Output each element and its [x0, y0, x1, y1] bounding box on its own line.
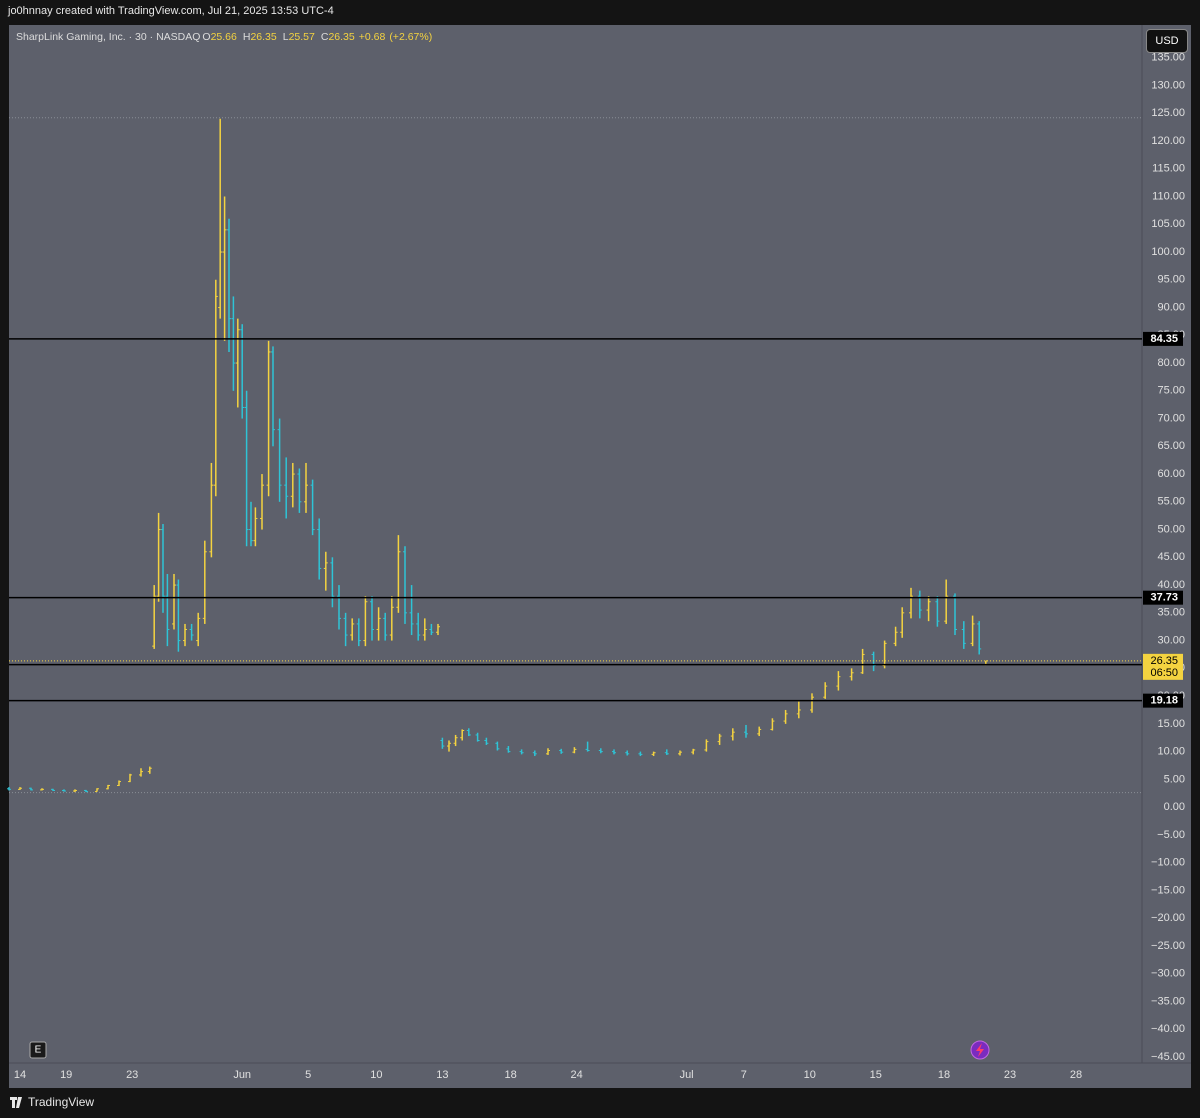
- x-tick-label: 18: [938, 1069, 950, 1081]
- y-tick-label: −45.00: [1151, 1051, 1185, 1063]
- x-tick-label: 18: [504, 1069, 516, 1081]
- alert-bolt: [976, 1043, 984, 1057]
- x-tick-label: 15: [870, 1069, 882, 1081]
- event-marker[interactable]: E: [35, 1045, 42, 1056]
- y-tick-label: 45.00: [1157, 551, 1185, 563]
- y-tick-label: −20.00: [1151, 912, 1185, 924]
- x-tick-label: 5: [305, 1069, 311, 1081]
- event-marker-box[interactable]: [29, 1041, 47, 1059]
- legend-key: C: [320, 31, 329, 43]
- y-tick-label: 0.00: [1164, 801, 1185, 813]
- legend-key: O: [202, 31, 211, 43]
- y-tick-label: 90.00: [1157, 301, 1185, 313]
- tv-logo: [10, 1097, 22, 1108]
- last-price-badge: [1143, 653, 1183, 680]
- y-tick-label: 30.00: [1157, 634, 1185, 646]
- y-tick-label: 50.00: [1157, 523, 1185, 535]
- legend-value: 26.35: [328, 31, 355, 43]
- y-tick-label: 75.00: [1157, 385, 1185, 397]
- legend-value: 26.35: [250, 31, 277, 43]
- y-tick-label: 130.00: [1151, 79, 1185, 91]
- x-tick-label: 28: [1070, 1069, 1082, 1081]
- y-tick-label: 65.00: [1157, 440, 1185, 452]
- x-tick-label: 23: [1004, 1069, 1016, 1081]
- chart-background: [9, 25, 1191, 1088]
- y-tick-label: 55.00: [1157, 496, 1185, 508]
- y-tick-label: −35.00: [1151, 995, 1185, 1007]
- y-tick-label: 60.00: [1157, 468, 1185, 480]
- y-tick-label: 15.00: [1157, 718, 1185, 730]
- footer-brand: TradingView: [28, 1095, 95, 1109]
- y-tick-label: 95.00: [1157, 274, 1185, 286]
- y-tick-label: 120.00: [1151, 135, 1185, 147]
- level-label: 19.18: [1150, 695, 1178, 707]
- x-tick-label: Jun: [233, 1069, 251, 1081]
- y-tick-label: −15.00: [1151, 884, 1185, 896]
- legend: SharpLink Gaming, Inc. · 30 · NASDAQ O 25…: [16, 31, 436, 43]
- x-tick-label: 24: [570, 1069, 582, 1081]
- countdown-label: 06:50: [1150, 667, 1178, 679]
- legend-key: H: [242, 31, 251, 43]
- x-tick-label: 10: [370, 1069, 382, 1081]
- legend-value: 25.57: [288, 31, 315, 43]
- y-tick-label: −30.00: [1151, 968, 1185, 980]
- x-tick-label: 10: [804, 1069, 816, 1081]
- y-tick-label: −25.00: [1151, 940, 1185, 952]
- y-tick-label: 105.00: [1151, 218, 1185, 230]
- currency-button[interactable]: USD: [1146, 29, 1188, 53]
- y-tick-label: 10.00: [1157, 746, 1185, 758]
- legend-value: 25.66: [210, 31, 237, 43]
- legend-key: L: [282, 31, 289, 43]
- level-label: 84.35: [1150, 333, 1178, 345]
- x-tick-label: 7: [741, 1069, 747, 1081]
- footer-bar: [9, 1088, 1200, 1118]
- x-tick-label: Jul: [680, 1069, 694, 1081]
- y-tick-label: 35.00: [1157, 607, 1185, 619]
- y-tick-label: −40.00: [1151, 1023, 1185, 1035]
- y-tick-label: 40.00: [1157, 579, 1185, 591]
- y-tick-label: 110.00: [1152, 190, 1185, 202]
- y-tick-label: −10.00: [1151, 857, 1185, 869]
- y-tick-label: 115.00: [1152, 163, 1185, 175]
- level-badge: [1143, 331, 1183, 346]
- y-tick-label: 70.00: [1157, 412, 1185, 424]
- symbol-title: SharpLink Gaming, Inc. · 30 · NASDAQ: [16, 31, 201, 43]
- attribution: jo0hnnay created with TradingView.com, J…: [8, 5, 334, 17]
- y-tick-label: −5.00: [1157, 829, 1185, 841]
- level-badge: [1143, 590, 1183, 605]
- x-tick-label: 13: [436, 1069, 448, 1081]
- legend-change-pct: (+2.67%): [389, 31, 433, 43]
- y-tick-label: 80.00: [1157, 357, 1185, 369]
- x-tick-label: 14: [14, 1069, 26, 1081]
- level-badge: [1143, 693, 1183, 708]
- level-label: 37.73: [1150, 592, 1178, 604]
- y-tick-label: 135.00: [1151, 52, 1185, 64]
- x-tick-label: 19: [60, 1069, 72, 1081]
- y-tick-label: 100.00: [1151, 246, 1185, 258]
- legend-change: +0.68: [358, 31, 386, 43]
- x-tick-label: 23: [126, 1069, 138, 1081]
- last-price-label: 26.35: [1150, 655, 1178, 667]
- y-tick-label: 125.00: [1151, 107, 1185, 119]
- y-tick-label: 5.00: [1164, 773, 1185, 785]
